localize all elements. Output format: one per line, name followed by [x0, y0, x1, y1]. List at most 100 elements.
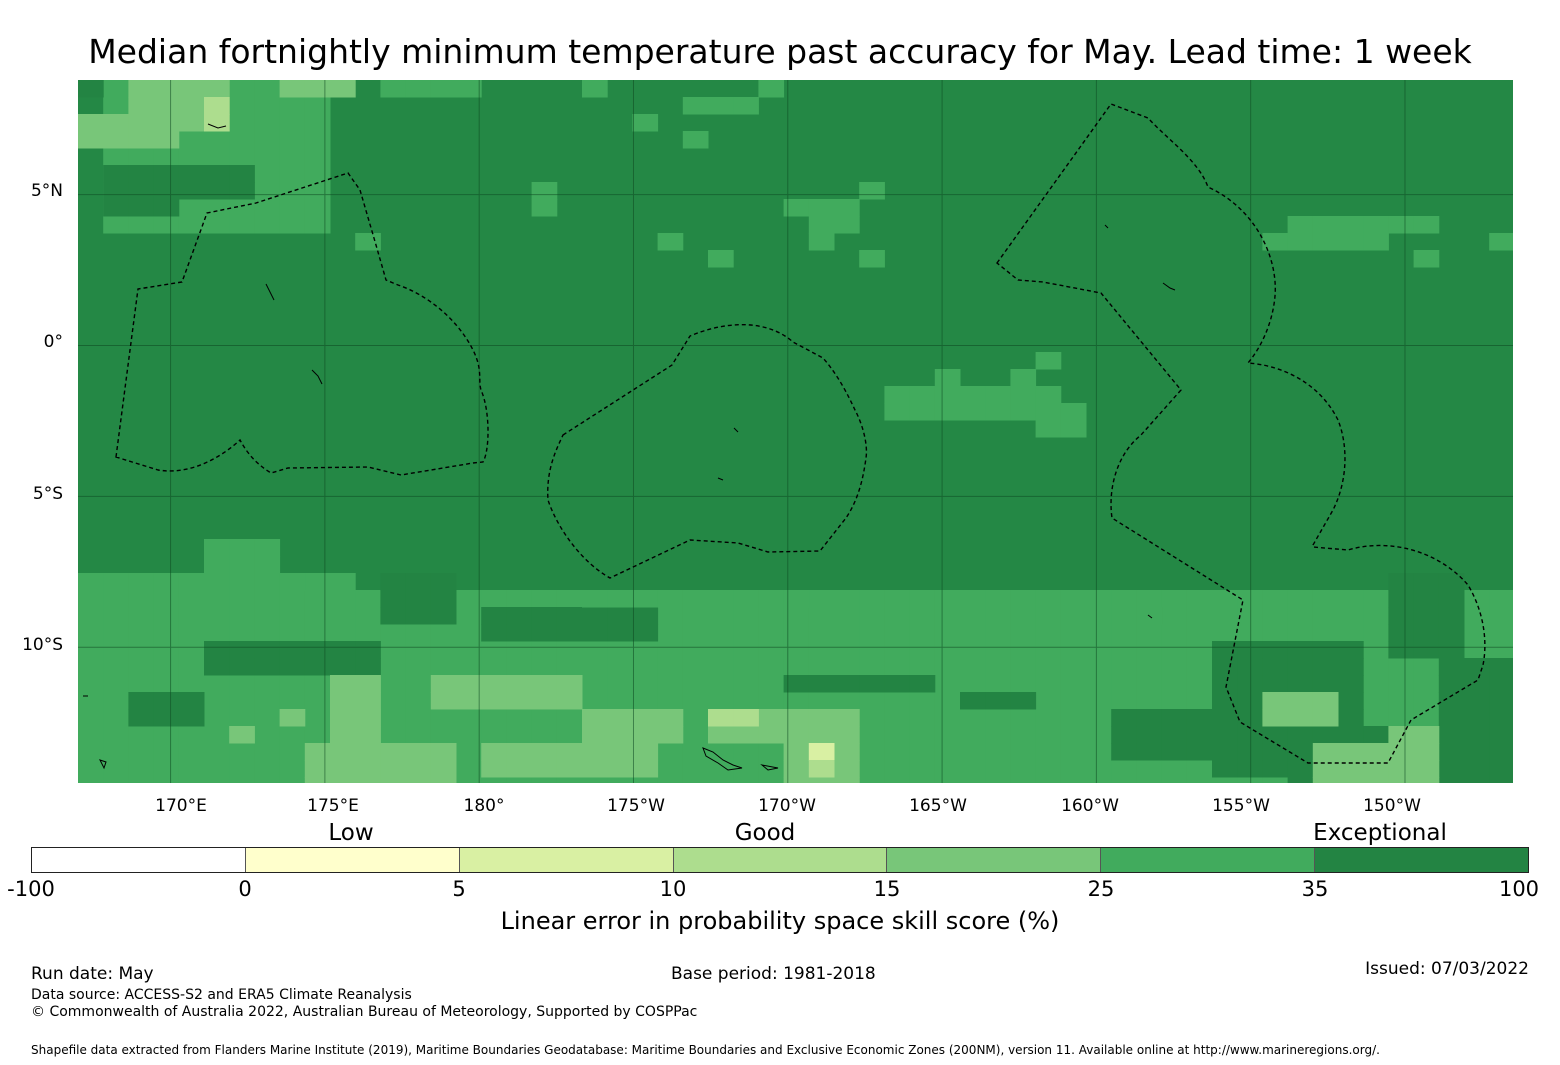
skill-cell: [1060, 743, 1087, 761]
skill-cell: [103, 709, 129, 727]
skill-cell: [708, 97, 734, 115]
skill-cell: [682, 624, 709, 642]
colorbar-segment: [1315, 848, 1529, 872]
skill-cell: [934, 590, 961, 608]
skill-cell: [78, 675, 104, 693]
skill-cell: [1413, 709, 1440, 727]
skill-cell: [657, 777, 684, 783]
skill-cell: [1212, 726, 1238, 744]
skill-cell: [960, 590, 986, 608]
skill-cell: [279, 658, 306, 676]
skill-cell: [1060, 641, 1087, 659]
skill-cell: [178, 624, 205, 642]
skill-cell: [254, 658, 281, 676]
skill-cell: [808, 233, 835, 251]
skill-cell: [1060, 607, 1087, 625]
skill-cell: [708, 743, 734, 761]
skill-cell: [1111, 760, 1137, 778]
skill-cell: [456, 692, 482, 710]
skill-cell: [430, 675, 457, 693]
skill-cell: [1161, 760, 1188, 778]
skill-cell: [682, 760, 709, 778]
skill-cell: [153, 131, 180, 149]
skill-cell: [1388, 743, 1415, 761]
skill-cell: [960, 777, 986, 783]
skill-cell: [1363, 709, 1389, 727]
skill-cell: [884, 607, 911, 625]
skill-cell: [1111, 641, 1137, 659]
skill-cell: [607, 743, 633, 761]
skill-cell: [1237, 658, 1263, 676]
skill-cell: [1388, 573, 1415, 591]
skill-cell: [582, 709, 608, 727]
skill-cell: [632, 743, 659, 761]
skill-cell: [682, 709, 709, 727]
skill-cell: [153, 709, 180, 727]
skill-cell: [960, 709, 986, 727]
skill-cell: [1287, 743, 1314, 761]
skill-cell: [153, 97, 180, 115]
skill-cell: [834, 743, 860, 761]
skill-cell: [531, 709, 558, 727]
skill-cell: [1262, 624, 1289, 642]
skill-cell: [1010, 777, 1037, 783]
skill-cell: [1312, 590, 1339, 608]
colorbar-segment: [887, 848, 1102, 872]
skill-cell: [960, 760, 986, 778]
skill-cell: [1388, 658, 1415, 676]
skill-cell: [1464, 590, 1490, 608]
lon-label-160w: 160°W: [1061, 796, 1119, 816]
skill-cell: [531, 777, 558, 783]
skill-cell: [405, 80, 432, 98]
skill-cell: [254, 216, 281, 234]
skill-cell: [960, 726, 986, 744]
skill-cell: [607, 709, 633, 727]
skill-cell: [531, 182, 558, 200]
skill-cell: [1413, 607, 1440, 625]
lat-label-0: 0°: [43, 332, 63, 352]
skill-cell: [279, 114, 306, 132]
skill-cell: [834, 624, 860, 642]
skill-cell: [481, 726, 507, 744]
skill-cell: [1035, 709, 1062, 727]
skill-cell: [330, 573, 356, 591]
skill-cell: [405, 658, 432, 676]
skill-cell: [1035, 420, 1062, 438]
skill-cell: [1489, 590, 1513, 608]
skill-cell: [1035, 743, 1062, 761]
skill-cell: [884, 726, 911, 744]
skill-cell: [1489, 743, 1513, 761]
skill-cell: [834, 216, 860, 234]
category-good: Good: [734, 820, 796, 846]
skill-cell: [204, 199, 230, 217]
skill-cell: [304, 726, 331, 744]
skill-cell: [1262, 658, 1289, 676]
skill-cell: [78, 80, 104, 98]
skill-cell: [859, 607, 885, 625]
skill-cell: [733, 590, 759, 608]
skill-cell: [1413, 777, 1440, 783]
skill-cell: [405, 675, 432, 693]
skill-cell: [1237, 624, 1263, 642]
skill-cell: [909, 386, 936, 404]
skill-cell: [229, 573, 255, 591]
colorbar-tick: 5: [452, 877, 466, 901]
skill-cell: [456, 743, 482, 761]
skill-cell: [1060, 692, 1087, 710]
skill-cell: [1413, 726, 1440, 744]
skill-cell: [632, 675, 659, 693]
skill-cell: [178, 573, 205, 591]
skill-cell: [1489, 641, 1513, 659]
skill-cell: [960, 692, 986, 710]
skill-cell: [632, 726, 659, 744]
skill-cell: [128, 709, 155, 727]
skill-cell: [1287, 658, 1314, 676]
skill-cell: [128, 658, 155, 676]
skill-cell: [657, 726, 684, 744]
skill-cell: [1363, 233, 1389, 251]
skill-cell: [380, 607, 407, 625]
skill-cell: [1161, 777, 1188, 783]
skill-cell: [304, 199, 331, 217]
skill-cell: [884, 692, 911, 710]
skill-cell: [481, 777, 507, 783]
